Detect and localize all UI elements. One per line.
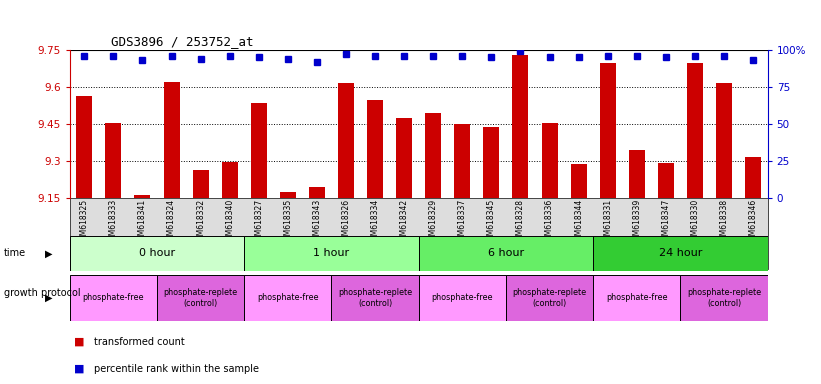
FancyBboxPatch shape <box>681 275 768 321</box>
Text: phosphate-replete
(control): phosphate-replete (control) <box>338 288 412 308</box>
Text: phosphate-free: phosphate-free <box>257 293 319 302</box>
FancyBboxPatch shape <box>157 275 245 321</box>
Text: GDS3896 / 253752_at: GDS3896 / 253752_at <box>111 35 254 48</box>
Text: phosphate-free: phosphate-free <box>432 293 493 302</box>
Bar <box>542 122 557 198</box>
Bar <box>629 150 644 198</box>
Text: time: time <box>4 248 26 258</box>
Text: ▶: ▶ <box>45 293 53 303</box>
Bar <box>135 195 150 198</box>
FancyBboxPatch shape <box>245 275 332 321</box>
Text: ▶: ▶ <box>45 248 53 258</box>
Text: ■: ■ <box>74 337 85 347</box>
FancyBboxPatch shape <box>593 275 681 321</box>
FancyBboxPatch shape <box>332 275 419 321</box>
Bar <box>222 162 238 198</box>
Text: phosphate-replete
(control): phosphate-replete (control) <box>163 288 238 308</box>
Bar <box>687 63 703 198</box>
Bar <box>163 82 180 198</box>
Text: 24 hour: 24 hour <box>658 248 702 258</box>
Bar <box>571 164 587 198</box>
Bar <box>338 83 354 198</box>
Bar <box>745 157 761 198</box>
Text: phosphate-replete
(control): phosphate-replete (control) <box>512 288 587 308</box>
Text: phosphate-replete
(control): phosphate-replete (control) <box>687 288 761 308</box>
Bar <box>250 103 267 198</box>
Text: growth protocol: growth protocol <box>4 288 80 298</box>
Bar <box>512 55 529 198</box>
Bar <box>367 101 383 198</box>
FancyBboxPatch shape <box>245 236 419 271</box>
Text: 0 hour: 0 hour <box>139 248 175 258</box>
FancyBboxPatch shape <box>70 236 245 271</box>
Bar <box>193 170 209 198</box>
Bar <box>397 118 412 198</box>
Text: 1 hour: 1 hour <box>314 248 350 258</box>
Bar <box>658 162 674 198</box>
FancyBboxPatch shape <box>593 236 768 271</box>
Bar <box>716 83 732 198</box>
Bar <box>454 124 470 198</box>
FancyBboxPatch shape <box>506 275 593 321</box>
Text: phosphate-free: phosphate-free <box>83 293 144 302</box>
Text: phosphate-free: phosphate-free <box>606 293 667 302</box>
Bar <box>76 96 92 198</box>
Bar <box>280 192 296 198</box>
Bar <box>425 113 441 198</box>
Bar <box>309 187 325 198</box>
Text: percentile rank within the sample: percentile rank within the sample <box>94 364 259 374</box>
Bar <box>599 63 616 198</box>
Bar <box>105 122 122 198</box>
FancyBboxPatch shape <box>70 275 157 321</box>
Bar <box>484 127 499 198</box>
FancyBboxPatch shape <box>419 275 506 321</box>
FancyBboxPatch shape <box>419 236 593 271</box>
Text: ■: ■ <box>74 364 85 374</box>
Text: transformed count: transformed count <box>94 337 186 347</box>
Text: 6 hour: 6 hour <box>488 248 524 258</box>
